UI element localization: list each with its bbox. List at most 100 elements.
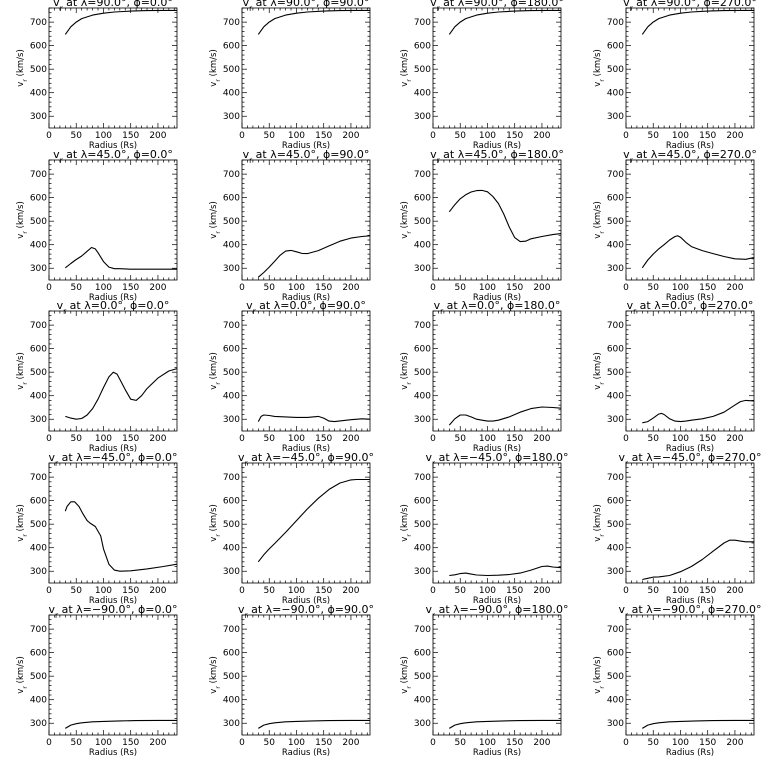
y-tick-label: 700 — [607, 473, 624, 483]
y-tick-label: 500 — [30, 672, 47, 682]
vr-series-line — [448, 406, 562, 426]
x-axis-label: Radius (Rs) — [282, 748, 330, 758]
y-tick-label: 600 — [414, 345, 431, 355]
y-tick-label: 300 — [607, 264, 624, 274]
y-tick-label: 600 — [223, 345, 240, 355]
y-axis-label: vr (km/s) — [16, 504, 29, 542]
y-tick-label: 700 — [223, 625, 240, 635]
y-tick-label: 500 — [414, 672, 431, 682]
x-tick-label: 0 — [46, 586, 52, 596]
panel-10: vr at λ=0.0°, ϕ=180.0° 0 50 100 150 200 300 400… — [400, 299, 562, 454]
x-axis-label: Radius (Rs) — [473, 444, 521, 454]
plot-frame — [48, 614, 178, 736]
y-tick-label: 600 — [223, 497, 240, 507]
y-tick-label: 700 — [414, 625, 431, 635]
x-tick-label: 0 — [623, 738, 629, 748]
y-tick-label: 400 — [607, 89, 624, 99]
x-tick-label: 200 — [726, 586, 743, 596]
y-tick-label: 700 — [414, 18, 431, 28]
x-axis-label: Radius (Rs) — [282, 141, 330, 151]
y-tick-label: 700 — [607, 18, 624, 28]
y-tick-label: 600 — [223, 649, 240, 659]
y-tick-label: 600 — [414, 42, 431, 52]
y-tick-label: 700 — [30, 170, 47, 180]
plot-frame — [241, 159, 371, 281]
x-tick-label: 100 — [479, 738, 496, 748]
vr-series-line — [448, 9, 561, 35]
vr-series-line — [257, 235, 371, 278]
y-tick-label: 500 — [414, 217, 431, 227]
x-tick-label: 200 — [533, 586, 550, 596]
y-tick-label: 500 — [414, 520, 431, 530]
y-tick-label: 300 — [223, 112, 240, 122]
y-tick-label: 300 — [607, 719, 624, 729]
y-tick-label: 500 — [607, 217, 624, 227]
x-tick-label: 50 — [455, 131, 467, 141]
y-tick-label: 400 — [223, 544, 240, 554]
x-tick-label: 200 — [149, 738, 166, 748]
y-tick-label: 700 — [223, 18, 240, 28]
plot-frame — [432, 462, 562, 584]
x-tick-label: 100 — [95, 434, 112, 444]
y-axis-label: vr (km/s) — [593, 201, 606, 239]
y-tick-label: 700 — [414, 473, 431, 483]
x-axis-label: Radius (Rs) — [282, 444, 330, 454]
vr-series-line — [258, 719, 370, 729]
y-axis-label: vr (km/s) — [593, 504, 606, 542]
plot-frame — [625, 310, 755, 432]
x-tick-label: 50 — [264, 434, 276, 444]
y-axis-label: vr (km/s) — [593, 49, 606, 87]
x-tick-label: 200 — [726, 738, 743, 748]
y-tick-label: 700 — [30, 625, 47, 635]
panel-1: vr at λ=90.0°, ϕ=90.0°0 50 100 150 200300400… — [209, 0, 371, 151]
vr-series-line — [65, 719, 177, 729]
panel-13: vr at λ=−45.0°, ϕ=90.0°0 50 100 150 20030040… — [209, 451, 374, 606]
x-axis-label: Radius (Rs) — [89, 748, 137, 758]
plot-frame — [432, 7, 562, 129]
y-tick-label: 400 — [30, 544, 47, 554]
x-axis-label: Radius (Rs) — [282, 596, 330, 606]
y-tick-label: 500 — [30, 217, 47, 227]
y-tick-label: 500 — [30, 520, 47, 530]
y-tick-label: 300 — [30, 567, 47, 577]
vr-series-line — [65, 368, 178, 420]
vr-series-line — [642, 719, 754, 729]
y-tick-label: 400 — [414, 241, 431, 251]
x-tick-label: 150 — [315, 738, 332, 748]
x-tick-label: 150 — [122, 434, 139, 444]
y-axis-label: vr (km/s) — [16, 49, 29, 87]
y-tick-label: 600 — [30, 42, 47, 52]
y-tick-label: 500 — [223, 65, 240, 75]
x-tick-label: 200 — [149, 434, 166, 444]
x-tick-label: 150 — [506, 738, 523, 748]
x-tick-label: 200 — [726, 434, 743, 444]
y-tick-label: 300 — [30, 719, 47, 729]
x-tick-label: 200 — [149, 283, 166, 293]
y-tick-label: 300 — [30, 112, 47, 122]
y-tick-label: 300 — [414, 719, 431, 729]
y-tick-label: 500 — [414, 65, 431, 75]
y-tick-label: 500 — [607, 65, 624, 75]
x-tick-label: 50 — [264, 283, 276, 293]
x-tick-label: 50 — [648, 283, 660, 293]
panel-11: vr at λ=0.0°, ϕ=270.0° 0 50 100 150 200 300 400… — [593, 299, 755, 454]
plot-frame — [48, 7, 178, 129]
y-tick-label: 300 — [607, 112, 624, 122]
panel-2: vr at λ=90.0°, ϕ=180.0°05010015020030040… — [400, 0, 564, 151]
y-tick-label: 300 — [607, 567, 624, 577]
x-tick-label: 100 — [672, 586, 689, 596]
y-axis-label: vr (km/s) — [400, 49, 413, 87]
y-tick-label: 600 — [414, 194, 431, 204]
y-axis-label: vr (km/s) — [16, 201, 29, 239]
plot-frame — [241, 462, 371, 584]
x-tick-label: 0 — [430, 131, 436, 141]
y-tick-label: 500 — [414, 368, 431, 378]
plot-frame — [241, 614, 371, 736]
y-tick-label: 500 — [223, 520, 240, 530]
x-tick-label: 0 — [239, 586, 245, 596]
y-tick-label: 600 — [414, 649, 431, 659]
x-tick-label: 50 — [71, 738, 83, 748]
panel-12: vr at λ=−45.0°, ϕ=0.0°0 50 100 150 200300400… — [16, 451, 178, 606]
x-tick-label: 100 — [672, 131, 689, 141]
x-tick-label: 50 — [455, 434, 467, 444]
